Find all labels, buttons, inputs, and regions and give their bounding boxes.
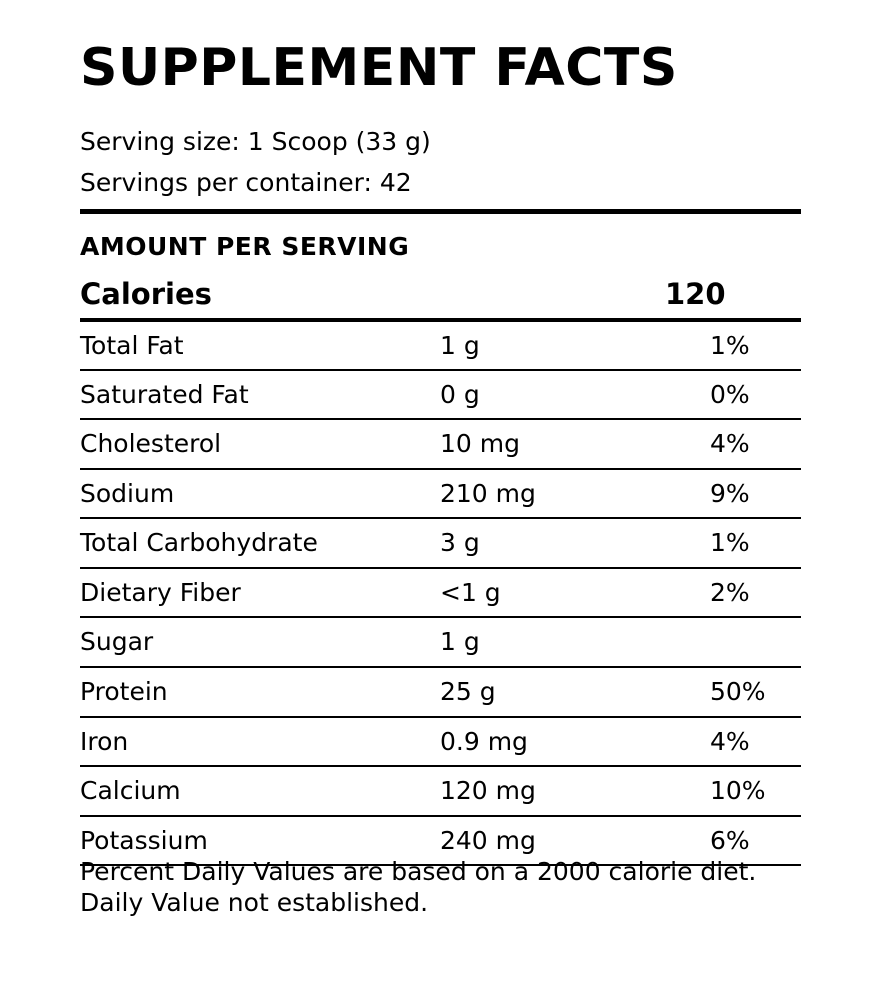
table-row: Sodium 210 mg 9% xyxy=(80,470,801,520)
footnote: Percent Daily Values are based on a 2000… xyxy=(80,856,756,918)
nutrient-amount: 210 mg xyxy=(440,478,536,508)
nutrient-table: Total Fat 1 g 1% Saturated Fat 0 g 0% Choleste… xyxy=(80,322,801,867)
nutrient-name: Iron xyxy=(80,726,129,756)
table-row: Saturated Fat 0 g 0% xyxy=(80,371,801,421)
nutrient-name: Cholesterol xyxy=(80,429,222,459)
nutrient-amount: <1 g xyxy=(440,577,501,607)
servings-per-container: Servings per container: 42 xyxy=(80,168,412,197)
table-row: Total Carbohydrate 3 g 1% xyxy=(80,519,801,569)
nutrient-name: Total Fat xyxy=(80,331,184,360)
nutrient-daily-value: 6% xyxy=(710,825,750,855)
table-row: Cholesterol 10 mg 4% xyxy=(80,420,801,470)
nutrient-amount: 0 g xyxy=(440,379,480,409)
nutrient-name: Saturated Fat xyxy=(80,379,249,409)
nutrient-amount: 25 g xyxy=(440,677,496,707)
table-row: Total Fat 1 g 1% xyxy=(80,322,801,371)
nutrient-name: Sugar xyxy=(80,627,154,657)
nutrient-amount: 0.9 mg xyxy=(440,726,528,756)
nutrient-amount: 120 mg xyxy=(440,776,536,806)
top-divider xyxy=(80,209,801,214)
nutrient-daily-value: 50% xyxy=(710,677,766,707)
nutrient-amount: 1 g xyxy=(440,331,480,360)
nutrient-name: Dietary Fiber xyxy=(80,577,241,607)
supplement-facts-panel: SUPPLEMENT FACTS Serving size: 1 Scoop (… xyxy=(80,36,801,867)
nutrient-amount: 1 g xyxy=(440,627,480,657)
nutrient-daily-value: 0% xyxy=(710,379,750,409)
nutrient-amount: 3 g xyxy=(440,528,480,558)
nutrient-name: Calcium xyxy=(80,776,181,806)
nutrient-daily-value: 1% xyxy=(710,528,750,558)
label-title: SUPPLEMENT FACTS xyxy=(80,38,678,98)
table-row: Iron 0.9 mg 4% xyxy=(80,718,801,768)
nutrient-daily-value: 9% xyxy=(710,478,750,508)
nutrient-daily-value: 1% xyxy=(710,331,750,360)
calories-label: Calories xyxy=(80,277,212,311)
nutrient-name: Potassium xyxy=(80,825,208,855)
nutrient-daily-value: 4% xyxy=(710,429,750,459)
calories-value: 120 xyxy=(665,277,726,311)
nutrient-amount: 240 mg xyxy=(440,825,536,855)
serving-size: Serving size: 1 Scoop (33 g) xyxy=(80,127,431,156)
nutrient-daily-value: 10% xyxy=(710,776,766,806)
table-row: Dietary Fiber <1 g 2% xyxy=(80,569,801,619)
nutrient-amount: 10 mg xyxy=(440,429,520,459)
table-row: Sugar 1 g xyxy=(80,618,801,669)
amount-per-serving-heading: AMOUNT PER SERVING xyxy=(80,232,410,261)
nutrient-name: Protein xyxy=(80,677,168,707)
footnote-line-2: Daily Value not established. xyxy=(80,888,429,917)
footnote-line-1: Percent Daily Values are based on a 2000… xyxy=(80,857,757,886)
nutrient-name: Sodium xyxy=(80,478,175,508)
nutrient-daily-value: 4% xyxy=(710,726,750,756)
table-row: Protein 25 g 50% xyxy=(80,668,801,718)
table-row: Potassium 240 mg 6% xyxy=(80,817,801,867)
table-row: Calcium 120 mg 10% xyxy=(80,767,801,817)
nutrient-daily-value: 2% xyxy=(710,577,750,607)
nutrient-name: Total Carbohydrate xyxy=(80,528,318,558)
calories-divider xyxy=(80,318,801,322)
